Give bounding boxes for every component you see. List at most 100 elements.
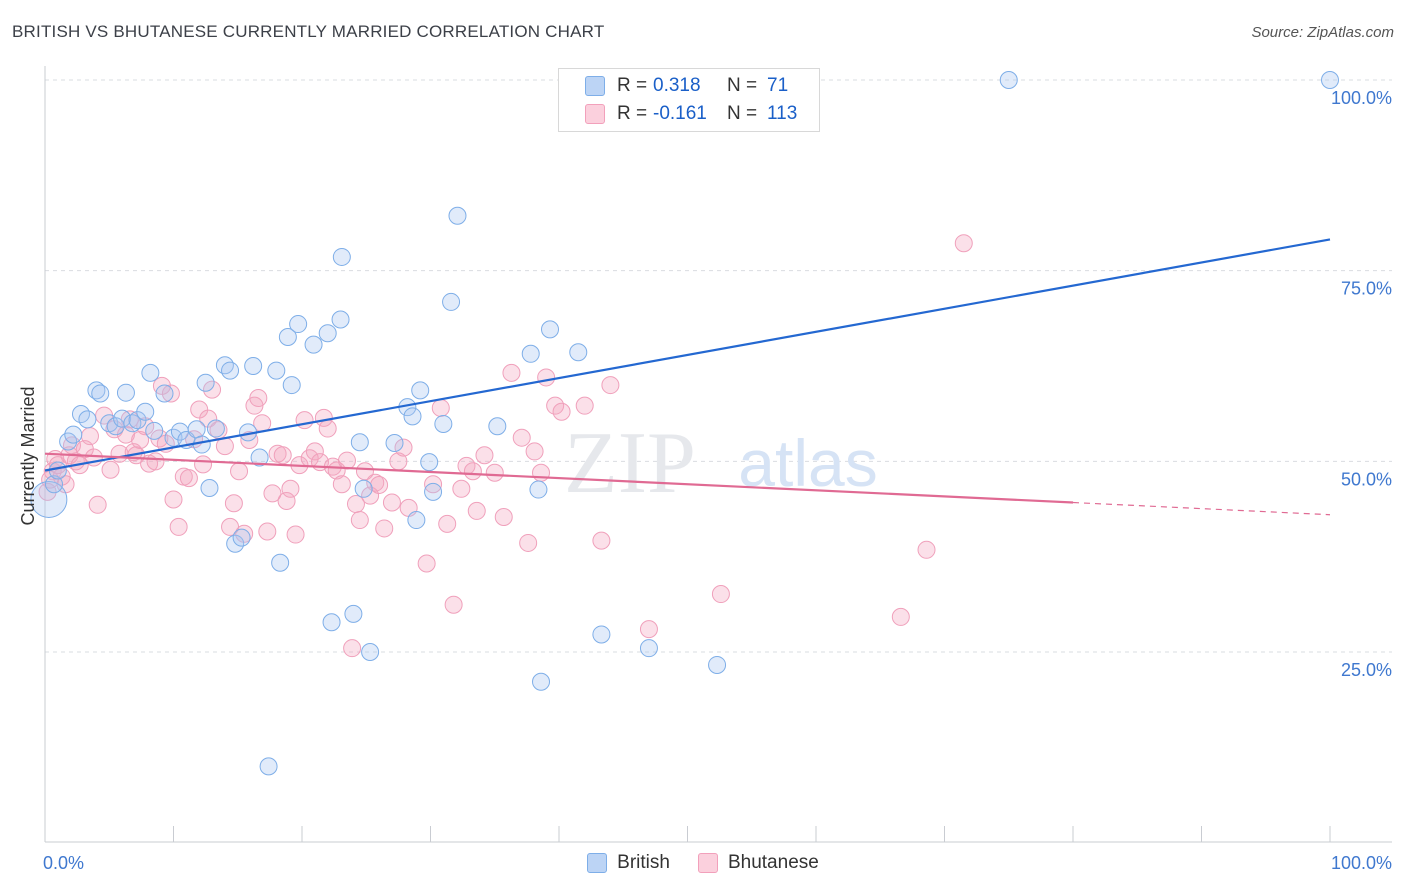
bhutanese-trend-extension bbox=[1072, 501, 1331, 516]
british-point bbox=[200, 479, 219, 498]
british-point bbox=[187, 420, 206, 439]
y-tick-label: 50.0% bbox=[1341, 469, 1392, 489]
chart-title: BRITISH VS BHUTANESE CURRENTLY MARRIED C… bbox=[12, 22, 605, 41]
british-point bbox=[259, 757, 278, 776]
british-point bbox=[529, 480, 548, 499]
bhutanese-point bbox=[552, 402, 571, 421]
british-point bbox=[116, 383, 135, 402]
bhutanese-point bbox=[525, 442, 544, 461]
british-point bbox=[44, 475, 63, 494]
british-legend-label: British bbox=[617, 852, 670, 873]
british-point bbox=[331, 310, 350, 329]
british-point bbox=[78, 410, 97, 429]
n-value: 113 bbox=[767, 103, 798, 124]
source-label: Source: ZipAtlas.com bbox=[1251, 24, 1394, 41]
bhutanese-point bbox=[601, 376, 620, 395]
bhutanese-point bbox=[350, 511, 369, 530]
british-point bbox=[250, 448, 269, 467]
bhutanese-point bbox=[532, 463, 551, 482]
bhutanese-point bbox=[592, 531, 611, 550]
bhutanese-point bbox=[711, 585, 730, 604]
r-label: R = bbox=[617, 103, 648, 124]
bhutanese-point bbox=[179, 469, 198, 488]
british-point bbox=[123, 414, 142, 433]
british-point bbox=[708, 655, 727, 674]
bhutanese-point bbox=[199, 409, 218, 428]
british-point bbox=[361, 643, 380, 661]
british-point bbox=[332, 247, 351, 266]
british-point bbox=[141, 363, 160, 382]
british-point bbox=[488, 417, 507, 436]
british-point bbox=[278, 328, 297, 347]
series-legend: British Bhutanese bbox=[0, 852, 1406, 874]
bhutanese-point bbox=[263, 484, 282, 503]
british-point bbox=[91, 384, 110, 403]
bhutanese-point bbox=[305, 442, 324, 461]
british-point bbox=[196, 373, 215, 392]
gridlines bbox=[45, 79, 1392, 653]
bhutanese-point bbox=[286, 525, 305, 544]
british-trend-line bbox=[44, 238, 1331, 472]
n-value: 71 bbox=[767, 75, 789, 96]
british-point bbox=[407, 511, 426, 530]
british-point bbox=[215, 356, 234, 375]
british-point bbox=[318, 324, 337, 343]
n-label: N = bbox=[727, 75, 758, 96]
british-point bbox=[145, 421, 164, 440]
n-label: N = bbox=[727, 103, 758, 124]
bhutanese-point bbox=[370, 475, 389, 494]
bhutanese-point bbox=[519, 533, 538, 552]
bhutanese-point bbox=[240, 430, 259, 449]
british-point bbox=[569, 343, 588, 362]
bhutanese-point bbox=[512, 428, 531, 447]
bhutanese-point bbox=[131, 430, 150, 449]
british-point bbox=[322, 613, 341, 632]
bhutanese-point bbox=[343, 639, 362, 658]
watermark: ZIP atlas bbox=[564, 415, 878, 512]
bhutanese-point bbox=[169, 517, 188, 536]
bhutanese-point bbox=[190, 400, 209, 419]
y-tick-label: 75.0% bbox=[1341, 279, 1392, 299]
bhutanese-point bbox=[502, 363, 521, 382]
bhutanese-point bbox=[203, 380, 222, 399]
bhutanese-point bbox=[318, 419, 337, 438]
legend-row-bhutanese: R = -0.161 N = 113 bbox=[585, 102, 797, 126]
bhutanese-point bbox=[164, 490, 183, 509]
british-point bbox=[244, 357, 263, 375]
bhutanese-point bbox=[258, 522, 277, 541]
bhutanese-point bbox=[452, 479, 471, 498]
british-point bbox=[385, 434, 404, 453]
bhutanese-point bbox=[537, 368, 556, 387]
british-point bbox=[113, 409, 132, 428]
british-point bbox=[282, 376, 301, 395]
bhutanese-point bbox=[273, 446, 292, 465]
british-point bbox=[448, 206, 467, 225]
bhutanese-point bbox=[394, 438, 413, 457]
british-point bbox=[221, 361, 240, 380]
bhutanese-point bbox=[146, 452, 165, 471]
r-value: 0.318 bbox=[653, 75, 701, 96]
bhutanese-point bbox=[161, 384, 180, 403]
british-point bbox=[271, 553, 290, 572]
bhutanese-point bbox=[954, 234, 973, 253]
british-point bbox=[192, 435, 211, 454]
bhutanese-point bbox=[475, 446, 494, 465]
british-point bbox=[424, 482, 443, 501]
correlation-legend: R = 0.318 N = 71 R = -0.161 N = 113 bbox=[558, 68, 820, 132]
x-tick-label: 100.0% bbox=[1331, 853, 1392, 873]
bhutanese-point bbox=[105, 420, 124, 439]
bhutanese-point bbox=[230, 462, 249, 481]
x-tick-label: 0.0% bbox=[43, 853, 84, 873]
legend-item-bhutanese: Bhutanese bbox=[697, 852, 819, 874]
y-axis-title: Currently Married bbox=[18, 386, 38, 525]
bhutanese-point bbox=[424, 475, 443, 494]
british-point bbox=[289, 315, 308, 334]
british-point bbox=[48, 461, 67, 480]
british-point bbox=[64, 425, 83, 444]
bhutanese-points bbox=[38, 234, 973, 658]
legend-item-british: British bbox=[587, 852, 670, 874]
axis-labels: 25.0% 50.0% 75.0% 100.0% 0.0% 100.0% Currently… bbox=[18, 88, 1392, 873]
british-point bbox=[434, 414, 453, 433]
british-point bbox=[403, 407, 422, 426]
bhutanese-legend-swatch bbox=[697, 853, 718, 873]
